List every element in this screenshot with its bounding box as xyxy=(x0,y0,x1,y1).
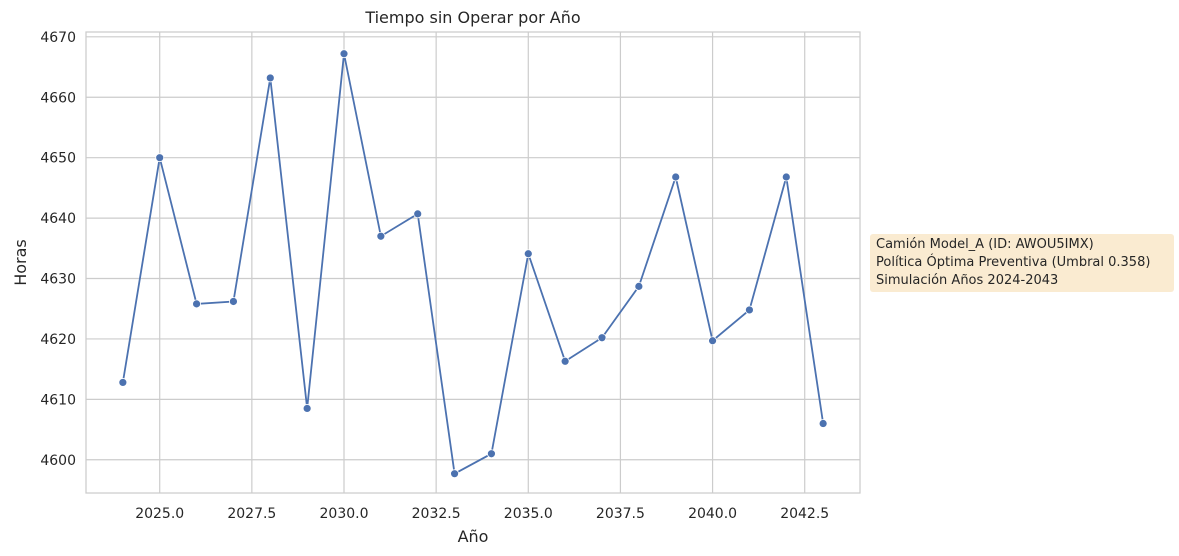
data-point xyxy=(413,209,423,219)
data-point xyxy=(118,378,128,387)
x-tick-label: 2027.5 xyxy=(227,506,276,522)
x-tick-label: 2025.0 xyxy=(135,506,184,522)
data-point xyxy=(560,356,570,366)
data-point xyxy=(597,333,607,343)
annotation-line-policy: Política Óptima Preventiva (Umbral 0.358… xyxy=(876,255,1151,270)
data-point xyxy=(155,153,165,163)
data-point xyxy=(376,231,386,241)
chart-title: Tiempo sin Operar por Año xyxy=(364,8,580,27)
y-tick-label: 4640 xyxy=(40,211,76,227)
data-point xyxy=(339,49,349,59)
y-axis-ticks: 4600 4610 4620 4630 4640 4650 4660 4670 xyxy=(40,30,76,469)
y-tick-label: 4670 xyxy=(40,30,76,46)
x-tick-label: 2040.0 xyxy=(688,506,737,522)
y-tick-label: 4600 xyxy=(40,453,76,469)
data-point xyxy=(487,449,496,459)
y-axis-label: Horas xyxy=(11,239,30,286)
y-tick-label: 4630 xyxy=(40,272,76,288)
x-axis-ticks: 2025.0 2027.5 2030.0 2032.5 2035.0 2037.5 2040… xyxy=(135,506,829,522)
data-point xyxy=(634,281,644,291)
y-tick-label: 4660 xyxy=(40,90,76,106)
plot-frame xyxy=(85,31,861,494)
series-line xyxy=(121,53,825,476)
x-tick-label: 2035.0 xyxy=(504,506,553,522)
data-point xyxy=(671,172,681,182)
data-point xyxy=(708,336,717,346)
x-tick-label: 2037.5 xyxy=(596,506,645,522)
annotation-line-simulation: Simulación Años 2024-2043 xyxy=(876,273,1059,288)
data-point xyxy=(523,249,533,259)
data-point xyxy=(265,73,275,83)
y-tick-label: 4650 xyxy=(40,151,76,167)
annotation-box: Camión Model_A (ID: AWOU5IMX) Política Ó… xyxy=(870,234,1174,292)
y-tick-label: 4610 xyxy=(40,392,76,408)
data-point xyxy=(229,297,238,306)
data-point xyxy=(302,404,312,413)
data-point xyxy=(818,419,828,428)
annotation-line-model: Camión Model_A (ID: AWOU5IMX) xyxy=(876,237,1094,252)
y-tick-label: 4620 xyxy=(40,332,76,348)
data-point xyxy=(450,469,459,479)
x-tick-label: 2042.5 xyxy=(780,506,829,522)
data-point xyxy=(781,172,791,182)
data-point xyxy=(745,305,754,315)
x-tick-label: 2030.0 xyxy=(320,506,369,522)
data-points xyxy=(118,49,828,479)
data-point xyxy=(192,299,201,309)
grid-lines xyxy=(86,32,860,493)
x-tick-label: 2032.5 xyxy=(412,506,461,522)
x-axis-label: Año xyxy=(458,527,489,546)
